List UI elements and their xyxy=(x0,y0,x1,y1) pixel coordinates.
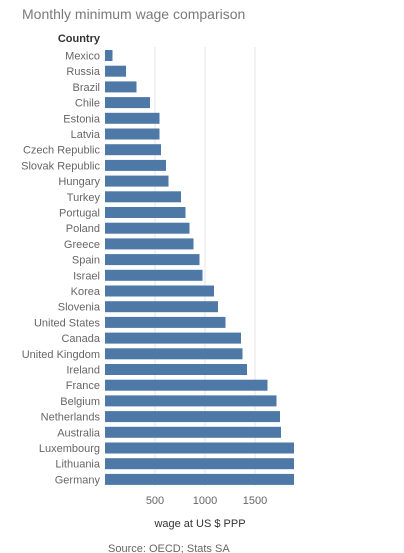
bar xyxy=(105,191,181,203)
category-label: Turkey xyxy=(67,192,101,204)
bar xyxy=(105,348,243,360)
bar xyxy=(105,473,294,485)
x-tick-label: 500 xyxy=(146,495,164,507)
category-label: Israel xyxy=(73,270,100,282)
category-header: Country xyxy=(58,33,101,45)
x-tick-labels: 500 1000 1500 xyxy=(146,495,267,507)
bar xyxy=(105,332,241,344)
source-note: Source: OECD; Stats SA xyxy=(108,543,230,553)
bar xyxy=(105,364,247,375)
chart-title: Monthly minimum wage comparison xyxy=(22,6,246,22)
category-label: Canada xyxy=(61,333,100,345)
category-label: Portugal xyxy=(59,208,100,220)
bar xyxy=(105,379,268,391)
bar xyxy=(105,97,150,109)
category-label: Korea xyxy=(71,286,101,298)
category-label: France xyxy=(66,380,100,392)
category-label: Hungary xyxy=(58,176,100,188)
bar xyxy=(105,269,203,281)
category-label: Luxembourg xyxy=(39,443,100,455)
bar xyxy=(105,301,218,313)
bar xyxy=(105,65,126,77)
bar xyxy=(105,175,169,187)
category-label: Mexico xyxy=(65,51,100,63)
category-label: Belgium xyxy=(60,396,100,408)
bar xyxy=(105,238,194,250)
category-label: Brazil xyxy=(72,82,100,94)
bar xyxy=(105,81,137,93)
bar xyxy=(105,395,277,407)
category-label: Latvia xyxy=(71,129,101,141)
category-label: Czech Republic xyxy=(23,145,101,157)
bar xyxy=(105,442,294,454)
category-label: Lithuania xyxy=(55,459,101,471)
category-label: Estonia xyxy=(63,113,101,125)
bar xyxy=(105,144,161,156)
bar xyxy=(105,411,280,423)
category-label: Australia xyxy=(57,427,101,439)
x-tick-label: 1500 xyxy=(243,495,267,507)
x-tick-label: 1000 xyxy=(193,495,217,507)
category-label: Greece xyxy=(64,239,100,251)
category-label: Slovenia xyxy=(58,302,101,314)
category-labels: Mexico Russia Brazil Chile Estonia Latvia Czec… xyxy=(21,51,101,487)
bar xyxy=(105,207,186,218)
bar xyxy=(105,50,113,61)
bars xyxy=(105,50,294,485)
bar xyxy=(105,254,200,266)
bar xyxy=(105,426,281,438)
category-label: Ireland xyxy=(66,365,100,377)
category-label: Germany xyxy=(55,474,101,486)
category-label: Spain xyxy=(72,255,100,267)
category-label: United Kingdom xyxy=(22,349,100,361)
category-label: Chile xyxy=(75,98,100,110)
category-label: Slovak Republic xyxy=(21,160,100,172)
category-label: Netherlands xyxy=(41,412,101,424)
category-label: United States xyxy=(34,317,101,329)
bar xyxy=(105,222,190,234)
bar xyxy=(105,285,214,297)
bar xyxy=(105,112,160,124)
bar xyxy=(105,159,166,171)
category-label: Russia xyxy=(66,66,101,78)
bar xyxy=(105,458,294,470)
x-axis-label: wage at US $ PPP xyxy=(153,518,245,530)
bar xyxy=(105,316,226,328)
category-label: Poland xyxy=(66,223,100,235)
bar xyxy=(105,128,160,140)
